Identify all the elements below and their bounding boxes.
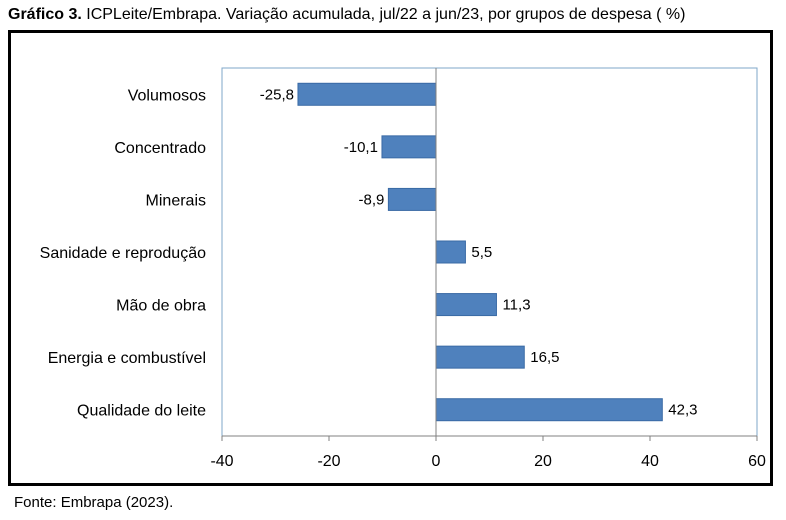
bar — [381, 135, 437, 159]
x-tick-label: -40 — [210, 453, 233, 470]
bar — [387, 187, 437, 211]
category-label: Volumosos — [128, 87, 206, 104]
x-tick-label: 0 — [432, 453, 441, 470]
category-label: Qualidade do leite — [77, 403, 206, 420]
x-tick-label: 20 — [534, 453, 552, 470]
x-tick-label: 40 — [641, 453, 659, 470]
bar — [435, 293, 497, 317]
category-label: Mão de obra — [116, 298, 206, 315]
data-label: -25,8 — [260, 86, 294, 103]
x-tick-label: -20 — [317, 453, 340, 470]
category-label: Sanidade e reprodução — [40, 245, 206, 262]
bar — [435, 398, 663, 422]
bar — [297, 82, 437, 106]
chart-title: Gráfico 3. ICPLeite/Embrapa. Variação ac… — [8, 6, 685, 24]
category-label: Concentrado — [114, 140, 206, 157]
category-label: Minerais — [146, 192, 206, 209]
chart-title-text: ICPLeite/Embrapa. Variação acumulada, ju… — [81, 6, 686, 23]
bar — [435, 240, 466, 264]
source-note: Fonte: Embrapa (2023). — [14, 494, 174, 511]
x-tick-label: 60 — [748, 453, 766, 470]
category-label: Energia e combustível — [48, 350, 206, 367]
data-label: 5,5 — [471, 244, 492, 261]
data-label: 42,3 — [668, 402, 697, 419]
chart-title-bold: Gráfico 3. — [8, 6, 82, 23]
data-label: -10,1 — [344, 139, 378, 156]
data-label: 16,5 — [530, 349, 559, 366]
bar — [435, 345, 525, 369]
data-label: 11,3 — [502, 297, 530, 314]
data-label: -8,9 — [359, 191, 385, 208]
